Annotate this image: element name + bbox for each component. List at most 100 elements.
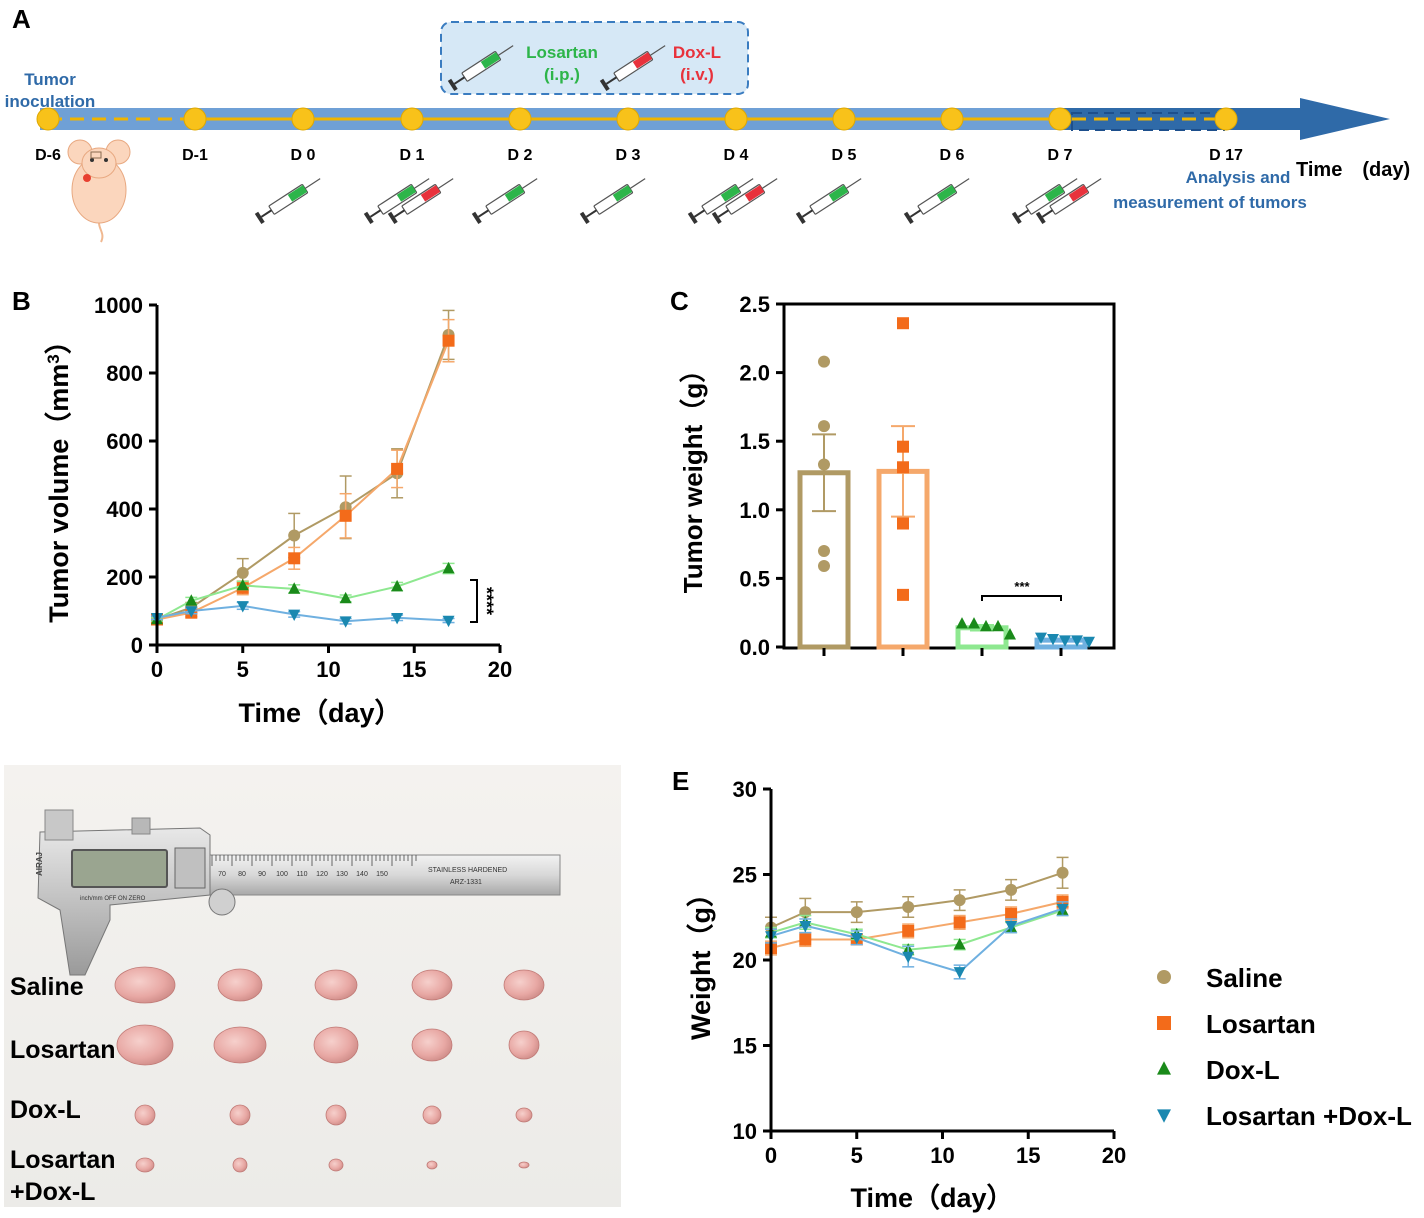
caliper-scale-number: 140	[356, 871, 368, 878]
b-y-tick-label: 800	[106, 361, 143, 386]
legend-syringe-doxl-icon-needle	[649, 45, 666, 56]
b-point-losartan-dox-l	[288, 609, 301, 621]
b-x-tick-label: 0	[151, 657, 163, 682]
legend-label-losartan: Losartan	[1206, 1009, 1316, 1039]
legend-marker-dox-l	[1157, 1061, 1171, 1075]
timeline-day-label: D 2	[508, 147, 533, 164]
timeline-time-label: Time (day)	[1296, 159, 1410, 181]
syringe-losartan-icon-plunger-cap	[795, 211, 806, 224]
timeline-day-dot	[832, 107, 856, 131]
legend-box	[440, 21, 749, 95]
syringe-doxl-icon-needle	[437, 178, 454, 189]
legend-syringe-losartan-icon	[447, 45, 514, 91]
timeline-day-dot	[616, 107, 640, 131]
c-significance-bracket	[981, 595, 1062, 601]
b-y-axis-label-sup: 3	[44, 354, 63, 363]
timeline-day-dot	[940, 107, 964, 131]
syringe-doxl-icon-plunger	[717, 209, 730, 218]
b-y-tick-label: 400	[106, 497, 143, 522]
syringe-losartan-icon-plunger-cap	[1011, 211, 1022, 224]
syringe-doxl-icon	[387, 178, 454, 224]
legend-label-saline: Saline	[1206, 963, 1283, 993]
tumor-inoculation-label-1: Tumor	[24, 70, 76, 89]
b-significance-bracket	[470, 579, 478, 623]
legend-marker-losartan-dox-l	[1157, 1109, 1171, 1123]
legend-syringe-losartan-icon-plunger-cap	[447, 78, 458, 91]
syringe-losartan-icon	[687, 178, 754, 224]
c-point-losartan-dox-l	[1071, 635, 1083, 647]
timeline-day-label: D 3	[616, 147, 641, 164]
tumor-photo: 70 80 90 100 110 120 130 140 150 AIRAJ inch/mm O…	[4, 765, 621, 1207]
syringe-doxl-icon	[1035, 178, 1102, 224]
e-y-tick-label: 20	[733, 948, 757, 973]
c-point-losartan-dox-l	[1059, 635, 1071, 647]
c-point-dox-l	[968, 617, 980, 629]
caliper-text-2: ARZ-1331	[450, 879, 482, 886]
syringe-losartan-icon-plunger-cap	[254, 211, 265, 224]
b-y-tick-label: 0	[131, 633, 143, 658]
e-point-losartan-dox-l	[799, 921, 812, 933]
legend-syringe-doxl-icon-plunger	[605, 76, 618, 85]
c-bar-saline	[797, 355, 851, 650]
syringe-losartan-icon	[795, 178, 862, 224]
caliper-image: 70 80 90 100 110 120 130 140 150 AIRAJ inch/mm O…	[35, 809, 561, 976]
b-point-dox-l	[185, 594, 198, 606]
tumor-sample	[217, 968, 263, 1002]
e-y-axis-label: Weight（g）	[686, 880, 716, 1040]
b-point-dox-l	[442, 561, 455, 574]
timeline-day-dot	[508, 107, 532, 131]
c-point-saline	[818, 560, 830, 573]
panel-label-e: E	[672, 766, 689, 796]
syringe-losartan-icon-liquid	[1044, 185, 1065, 202]
timeline-day-label: D 1	[400, 147, 425, 164]
b-y-axis-label-close: ）	[44, 327, 74, 354]
e-point-dox-l	[953, 938, 966, 950]
timeline-day-label: D-6	[35, 147, 61, 164]
syringe-losartan-icon	[903, 178, 970, 224]
c-point-dox-l	[980, 619, 992, 632]
c-point-saline	[818, 355, 830, 368]
analysis-label-1: Analysis and	[1186, 168, 1291, 187]
syringe-doxl-icon-liquid	[1068, 185, 1089, 202]
legend-losartan-route: (i.p.)	[544, 65, 580, 84]
c-point-dox-l	[992, 619, 1004, 632]
caliper-scale-number: 150	[376, 871, 388, 878]
b-point-losartan	[339, 509, 352, 522]
syringe-doxl-icon-plunger	[1041, 209, 1054, 218]
b-x-axis-label: Time（day）	[238, 698, 401, 728]
b-point-losartan-dox-l	[185, 606, 198, 618]
timeline-day-dot	[724, 107, 748, 131]
legend-marker-saline	[1157, 970, 1171, 984]
e-point-losartan-dox-l	[953, 967, 966, 979]
tumor-sample	[325, 1104, 347, 1126]
b-point-dox-l	[288, 582, 301, 594]
b-point-dox-l	[391, 579, 404, 592]
syringe-doxl-icon	[711, 178, 778, 224]
syringe-losartan-icon-plunger-cap	[903, 211, 914, 224]
syringe-doxl-icon-liquid	[744, 185, 765, 202]
syringe-losartan-icon-plunger	[585, 209, 598, 218]
e-point-losartan	[902, 924, 915, 937]
syringe-losartan-icon-liquid	[504, 185, 525, 202]
caliper-buttons: inch/mm OFF ON ZERO	[80, 896, 146, 902]
b-point-dox-l	[236, 578, 249, 591]
b-y-tick-label: 600	[106, 429, 143, 454]
tumor-sample	[411, 1028, 453, 1062]
syringe-losartan-icon-plunger-cap	[579, 211, 590, 224]
e-x-axis-label: Time（day）	[850, 1183, 1013, 1213]
timeline-day-label: D 17	[1209, 147, 1243, 164]
timeline-panel: Losartan (i.p.) Dox-L (i.v.) D-6 D-1 D 0 D …	[5, 21, 1410, 243]
syringe-losartan-icon-needle	[845, 178, 862, 189]
caliper-scale-number: 130	[336, 871, 348, 878]
caliper-scale-number: 110	[296, 871, 307, 878]
caliper-brand: AIRAJ	[35, 852, 44, 876]
syringe-losartan-icon-plunger-cap	[363, 211, 374, 224]
c-y-tick-label: 0.5	[739, 566, 770, 591]
syringe-losartan-icon-liquid	[936, 185, 957, 202]
syringe-doxl-icon-plunger-cap	[711, 211, 722, 224]
syringe-losartan-icon-needle	[413, 178, 430, 189]
c-point-dox-l	[1004, 628, 1016, 640]
caliper-scale-number: 100	[276, 871, 288, 878]
c-point-losartan-dox-l	[1047, 633, 1059, 646]
